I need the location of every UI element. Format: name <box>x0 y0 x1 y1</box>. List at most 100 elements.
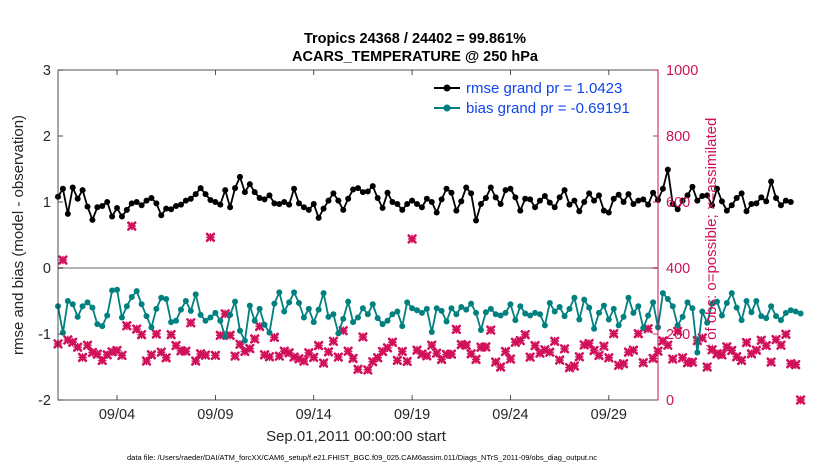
bias-point <box>261 321 268 328</box>
obs-point <box>633 328 644 339</box>
plot-area: 09/04 09/09 09/14 09/19 09/24 09/29 -2-10123 … <box>38 63 806 423</box>
bias-series <box>55 286 804 356</box>
obs-point <box>264 352 275 362</box>
rmse-point <box>615 191 622 198</box>
bias-point <box>571 294 578 301</box>
bias-point <box>404 299 411 306</box>
obs-point <box>210 350 221 361</box>
bias-point <box>502 309 509 316</box>
rmse-point <box>138 202 145 209</box>
bias-point <box>345 298 352 305</box>
bias-point <box>369 301 376 308</box>
rmse-point <box>635 197 642 204</box>
bias-point <box>202 317 209 324</box>
bias-point <box>433 305 440 312</box>
rmse-point <box>266 192 273 199</box>
rmse-point <box>177 201 184 208</box>
rmse-point <box>468 190 475 197</box>
bias-point <box>743 298 750 304</box>
bias-point <box>359 305 366 312</box>
bias-point <box>232 298 239 305</box>
rmse-point <box>433 209 440 216</box>
rmse-point <box>123 206 130 213</box>
rmse-point <box>271 200 278 207</box>
rmse-point <box>743 208 750 215</box>
bias-point <box>527 312 534 319</box>
rmse-point <box>689 183 696 190</box>
bias-point <box>586 304 593 311</box>
rmse-point <box>212 199 219 205</box>
x-tick-label: 09/14 <box>296 407 332 423</box>
obs-point <box>166 329 176 340</box>
bias-point <box>217 317 224 324</box>
rmse-point <box>355 185 361 192</box>
obs-point <box>323 347 334 357</box>
bias-point <box>507 301 514 308</box>
obs-point <box>348 353 358 364</box>
x-axis-label: Sep.01,2011 00:00:00 start <box>266 428 447 445</box>
rmse-point <box>173 202 180 209</box>
rmse-point <box>522 195 529 202</box>
bias-point <box>733 304 740 311</box>
x-tick-label: 09/19 <box>394 407 430 423</box>
obs-point <box>372 353 383 363</box>
rmse-point <box>502 187 509 194</box>
rmse-point <box>335 197 342 204</box>
obs-point <box>554 355 565 365</box>
obs-point <box>309 352 319 363</box>
rmse-point <box>187 195 194 202</box>
bias-point <box>414 307 421 314</box>
obs-point <box>387 337 398 347</box>
rmse-point <box>645 201 652 208</box>
rmse-point <box>227 204 234 211</box>
obs-point <box>702 362 712 372</box>
rmse-point <box>453 207 460 214</box>
bias-point <box>109 287 116 294</box>
bias-point <box>418 309 425 316</box>
rmse-point <box>163 205 170 212</box>
bias-point <box>482 309 489 316</box>
bias-point <box>114 286 121 293</box>
bias-point <box>659 290 666 297</box>
rmse-point <box>714 185 721 192</box>
rmse-point <box>473 217 480 224</box>
obs-point <box>117 350 127 361</box>
bias-point <box>222 333 229 340</box>
obs-point <box>687 357 698 367</box>
bias-point <box>620 313 627 320</box>
rmse-point <box>738 190 745 197</box>
rmse-point <box>197 185 204 192</box>
bias-point <box>325 313 332 320</box>
bias-point <box>118 314 125 321</box>
obs-point <box>609 328 619 339</box>
bias-point <box>738 317 745 324</box>
bias-point <box>517 303 524 310</box>
bias-point <box>595 309 602 316</box>
obs-point <box>363 365 373 375</box>
obs-point <box>402 356 412 367</box>
obs-point <box>736 355 747 366</box>
bias-point <box>379 321 386 328</box>
bias-point <box>182 298 189 304</box>
obs-point <box>358 332 368 342</box>
obs-point <box>58 255 68 265</box>
bias-point <box>399 323 406 330</box>
rmse-point <box>561 187 568 194</box>
rmse-point <box>527 196 534 203</box>
legend-bias-label: bias grand pr = -0.69191 <box>466 100 630 117</box>
rmse-point <box>315 214 322 221</box>
rmse-point <box>507 185 514 192</box>
obs-point <box>599 341 609 351</box>
bias-point <box>561 313 568 320</box>
rmse-point <box>768 178 775 185</box>
bias-point <box>286 299 293 306</box>
rmse-point <box>536 197 543 204</box>
bias-point <box>556 303 563 310</box>
bias-point <box>241 337 248 344</box>
x-tick-label: 09/29 <box>591 407 627 423</box>
y-axis-right-label: # of obs: o=possible; ×=assimilated <box>703 118 720 353</box>
rmse-point <box>595 192 602 199</box>
bias-point <box>163 296 170 303</box>
bias-point <box>615 322 622 329</box>
bias-point <box>94 321 101 328</box>
